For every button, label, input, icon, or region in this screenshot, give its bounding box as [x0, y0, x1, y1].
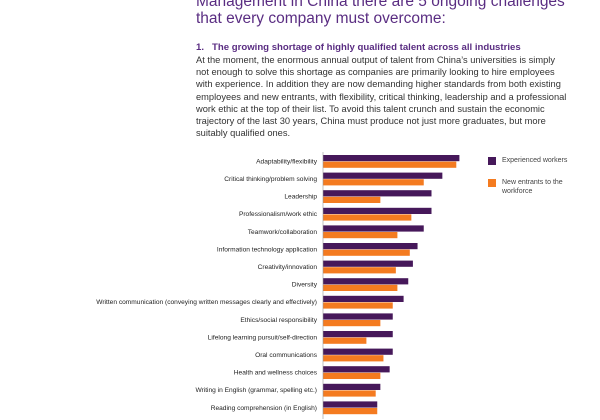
bar: [323, 172, 443, 179]
bar: [323, 331, 393, 338]
bar: [323, 207, 432, 214]
category-label: Written communication (conveying written…: [96, 299, 317, 306]
category-label: Writing in English (grammar, spelling et…: [195, 387, 317, 394]
bar: [323, 408, 378, 415]
bar: [323, 401, 378, 408]
bar: [323, 232, 398, 239]
category-label: Information technology application: [217, 246, 317, 253]
legend-label: New entrants to the workforce: [502, 179, 563, 195]
category-label: Adaptability/flexibility: [256, 158, 318, 165]
category-label: Health and wellness choices: [234, 370, 318, 377]
bar: [323, 355, 384, 362]
bar: [323, 249, 410, 256]
paragraph-line: with experience. In addition they are no…: [196, 79, 561, 90]
paragraph-line: trajectory of the last 30 years, China m…: [196, 116, 546, 127]
category-label: Creativity/innovation: [258, 264, 318, 271]
bar: [323, 320, 381, 327]
paragraph-line: suitably qualified ones.: [196, 128, 291, 139]
paragraph-line: work ethic at the top of their list. To …: [196, 103, 545, 114]
category-label: Professionalism/work ethic: [239, 211, 318, 218]
legend-swatch: [488, 157, 496, 165]
section-number: 1.: [196, 42, 205, 53]
category-label: Critical thinking/problem solving: [224, 176, 317, 183]
legend-label: Experienced workers: [502, 157, 568, 164]
bar: [323, 390, 376, 397]
category-label: Diversity: [292, 282, 318, 289]
bar: [323, 190, 432, 197]
category-label: Leadership: [284, 194, 317, 201]
legend-swatch: [488, 179, 496, 187]
bar: [323, 155, 460, 162]
heading-line: that every company must overcome:: [196, 10, 446, 27]
bar: [323, 372, 381, 379]
bar: [323, 179, 424, 186]
category-label: Teamwork/collaboration: [248, 229, 318, 236]
bar: [323, 267, 396, 274]
paragraph-line: employees and new entrants, with flexibi…: [196, 91, 567, 102]
paragraph: At the moment, the enormous annual outpu…: [196, 54, 566, 139]
bar: [323, 383, 381, 390]
bar: [323, 161, 457, 168]
paragraph-line: not enough to solve this shortage as com…: [196, 67, 555, 78]
category-label: Lifelong learning pursuit/self-direction: [208, 334, 318, 341]
bar: [323, 313, 393, 320]
heading: Management in China there are 5 ongoing …: [196, 0, 565, 27]
bar: [323, 243, 418, 250]
bar: [323, 214, 412, 221]
bar: [323, 348, 393, 355]
category-label: Ethics/social responsibility: [240, 317, 317, 324]
paragraph-line: At the moment, the enormous annual outpu…: [196, 55, 555, 65]
heading-line: Management in China there are 5 ongoing …: [196, 0, 565, 10]
bar: [323, 225, 424, 232]
bar: [323, 260, 413, 267]
section-text: The growing shortage of highly qualified…: [212, 42, 521, 53]
bar: [323, 302, 393, 309]
section-title: 1. The growing shortage of highly qualifi…: [196, 42, 521, 53]
bar: [323, 196, 381, 203]
bar: [323, 337, 367, 344]
bar: [323, 366, 390, 373]
legend-item: Experienced workers: [488, 157, 568, 166]
legend-item: New entrants to the workforce: [488, 179, 568, 196]
category-label: Oral communications: [255, 352, 318, 359]
bar: [323, 278, 409, 285]
category-label: Reading comprehension (in English): [211, 405, 317, 412]
bar: [323, 284, 398, 291]
bar: [323, 295, 404, 302]
